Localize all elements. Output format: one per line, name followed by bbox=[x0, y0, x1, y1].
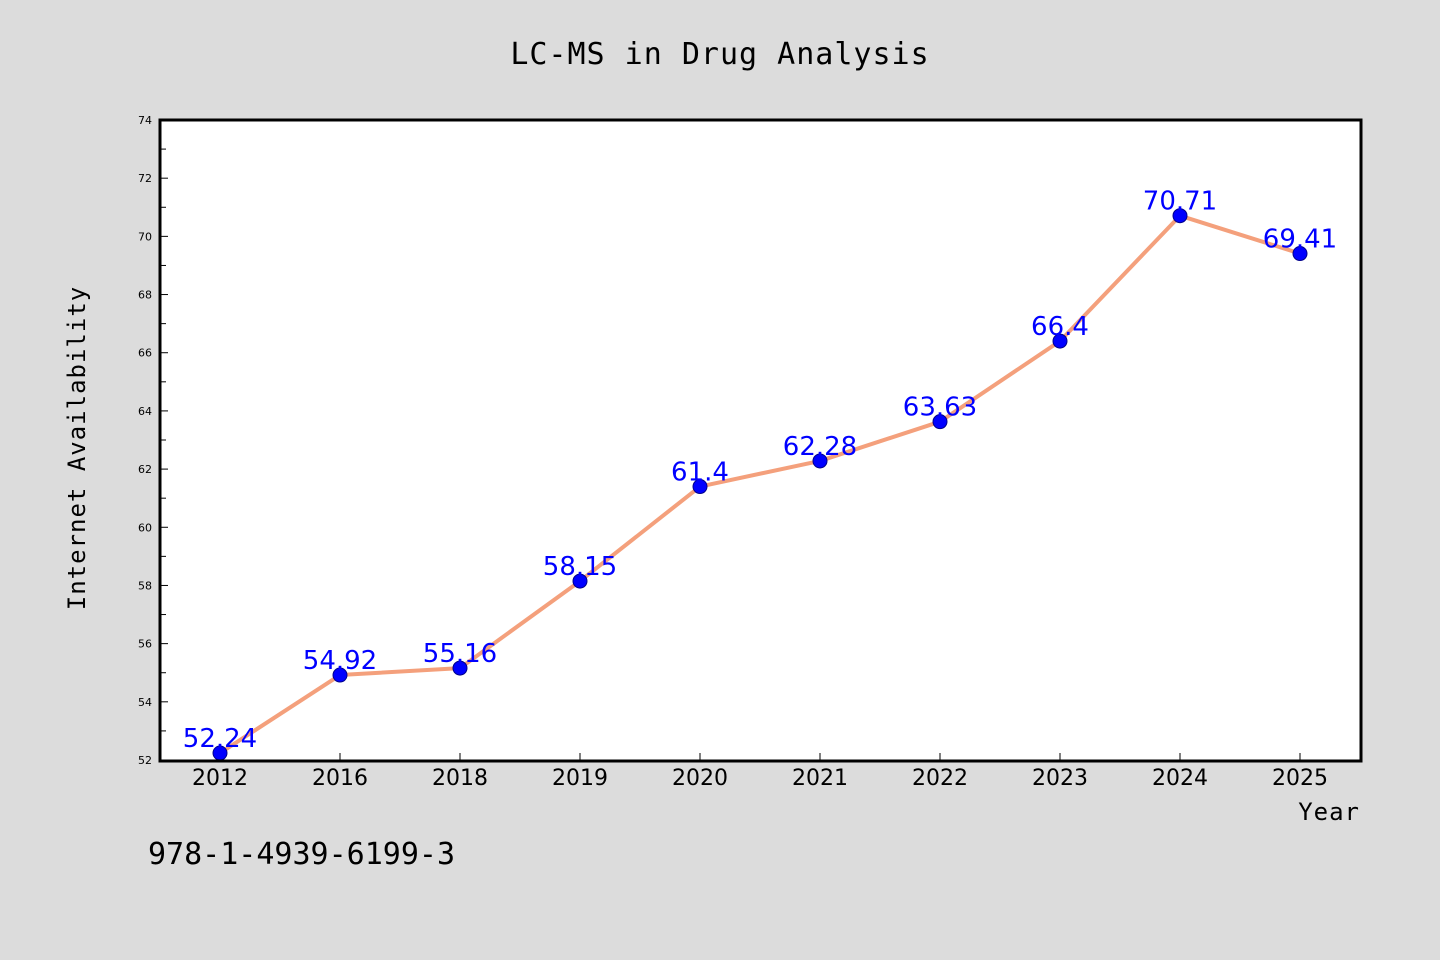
x-axis: 2012 2016 2018 2019 2020 2021 2022 2023 2024 2025 bbox=[192, 753, 1328, 791]
data-point-marker bbox=[572, 573, 588, 589]
x-tick-label: 2020 bbox=[672, 766, 728, 791]
data-label: 52.24 bbox=[183, 724, 257, 754]
x-tick-label: 2021 bbox=[792, 766, 848, 791]
y-tick-label: 68 bbox=[138, 289, 152, 302]
x-tick-label: 2018 bbox=[432, 766, 488, 791]
data-label: 63.63 bbox=[903, 393, 977, 423]
y-tick-label: 58 bbox=[138, 579, 152, 592]
data-label: 54.92 bbox=[303, 646, 377, 676]
footer-isbn: 978-1-4939-6199-3 bbox=[148, 837, 455, 872]
data-label: 69.41 bbox=[1263, 225, 1337, 255]
x-tick-label: 2016 bbox=[312, 766, 368, 791]
plot-area bbox=[160, 120, 1361, 761]
y-tick-label: 74 bbox=[138, 114, 152, 127]
x-tick-label: 2019 bbox=[552, 766, 608, 791]
data-point-marker bbox=[692, 479, 708, 495]
data-label: 55.16 bbox=[423, 639, 497, 669]
data-point-marker bbox=[452, 660, 468, 676]
data-point-marker bbox=[1172, 208, 1188, 224]
x-tick-label: 2023 bbox=[1032, 766, 1088, 791]
x-tick-label: 2012 bbox=[192, 766, 248, 791]
data-point-marker bbox=[332, 667, 348, 683]
data-point-marker bbox=[812, 453, 828, 469]
chart-title: LC-MS in Drug Analysis bbox=[510, 37, 929, 72]
plot-frame bbox=[158, 118, 1363, 763]
data-point-marker bbox=[1052, 333, 1068, 349]
data-label: 61.4 bbox=[671, 458, 729, 488]
markers-group bbox=[212, 208, 1308, 761]
data-label: 62.28 bbox=[783, 432, 857, 462]
y-axis-label: Internet Availability bbox=[63, 286, 91, 610]
data-label: 70.71 bbox=[1143, 187, 1217, 217]
data-label: 58.15 bbox=[543, 552, 617, 582]
x-tick-label: 2022 bbox=[912, 766, 968, 791]
x-tick-label: 2024 bbox=[1152, 766, 1208, 791]
x-axis-label: Year bbox=[1298, 798, 1360, 826]
y-tick-label: 62 bbox=[138, 463, 152, 476]
y-tick-label: 52 bbox=[138, 754, 152, 767]
data-point-marker bbox=[1292, 246, 1308, 262]
y-tick-label: 54 bbox=[138, 696, 152, 709]
y-tick-label: 64 bbox=[138, 405, 152, 418]
series-line bbox=[218, 213, 1302, 756]
x-tick-label: 2025 bbox=[1272, 766, 1328, 791]
data-point-marker bbox=[932, 414, 948, 430]
y-tick-label: 70 bbox=[138, 230, 152, 243]
series-line-group bbox=[218, 213, 1302, 756]
y-tick-label: 60 bbox=[138, 521, 152, 534]
y-axis: 52 54 56 58 60 62 64 66 68 70 72 74 bbox=[138, 114, 168, 767]
y-tick-label: 66 bbox=[138, 347, 152, 360]
data-labels-group: 52.24 54.92 55.16 58.15 61.4 62.28 63.63 66.4 70… bbox=[183, 187, 1337, 754]
data-label: 66.4 bbox=[1031, 312, 1089, 342]
y-tick-label: 56 bbox=[138, 638, 152, 651]
y-tick-label: 72 bbox=[138, 172, 152, 185]
